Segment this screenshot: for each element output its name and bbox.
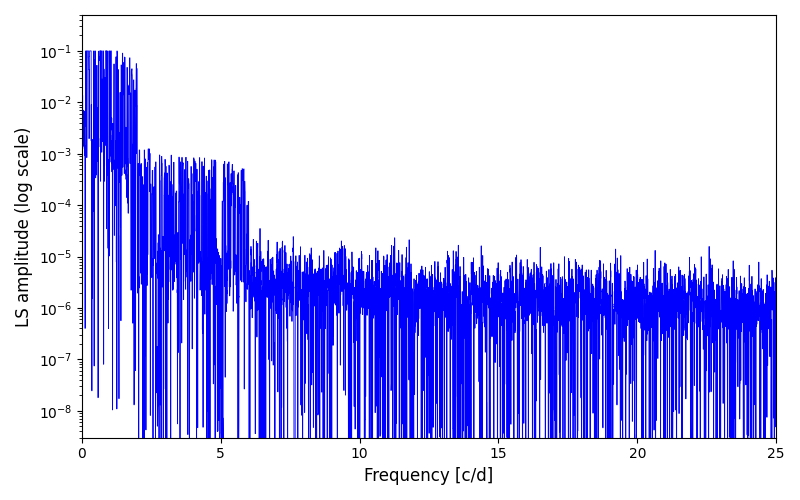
Y-axis label: LS amplitude (log scale): LS amplitude (log scale) xyxy=(15,126,33,326)
X-axis label: Frequency [c/d]: Frequency [c/d] xyxy=(364,467,494,485)
